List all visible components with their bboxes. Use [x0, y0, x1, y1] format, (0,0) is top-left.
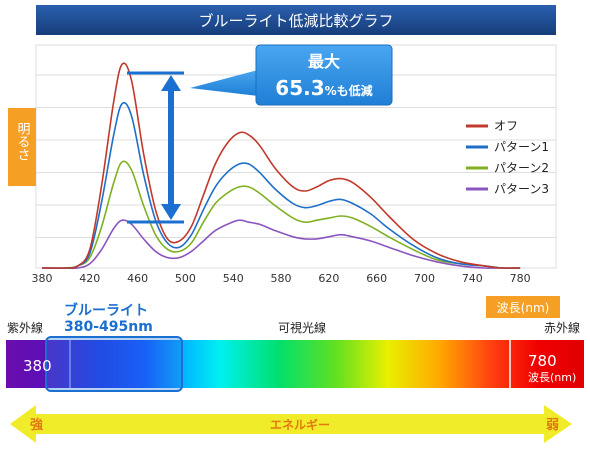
spectrum-band: 紫外線 可視光線 赤外線 ブルーライト 380-495nm 380 780 波長… [6, 302, 584, 392]
x-tick-label: 620 [318, 272, 339, 285]
band-right-unit: 波長(nm) [528, 371, 576, 384]
x-tick-label: 700 [414, 272, 435, 285]
callout-line1: 最大 [308, 52, 340, 71]
x-tick-label: 420 [79, 272, 100, 285]
x-tick-label: 460 [127, 272, 148, 285]
x-tick-label: 780 [510, 272, 531, 285]
energy-arrow: 強 エネルギー 弱 [10, 405, 572, 443]
title-bar [36, 5, 556, 35]
energy-strong: 強 [30, 417, 43, 433]
reduction-arrow [127, 71, 184, 224]
callout-unit: %も低減 [325, 83, 373, 98]
x-tick-label: 580 [271, 272, 292, 285]
band-left-value: 380 [23, 357, 52, 375]
x-tick-label: 380 [31, 272, 52, 285]
y-axis-label: 明るさ [15, 122, 30, 161]
callout: 最大 65.3%も低減 [190, 44, 393, 106]
series-line-パターン3 [42, 219, 521, 270]
ylabel-box [8, 108, 36, 186]
callout-value: 65.3 [275, 76, 324, 100]
x-tick-label: 540 [223, 272, 244, 285]
blue-light-range: 380-495nm [64, 319, 153, 335]
series-layer [41, 62, 521, 270]
x-tick-label: 740 [462, 272, 483, 285]
energy-weak: 弱 [546, 417, 559, 433]
blue-light-highlight [45, 336, 183, 392]
legend-label: パターン1 [494, 140, 549, 154]
legend-label: パターン3 [494, 182, 549, 196]
band-right-value: 780 [528, 352, 557, 370]
x-axis-label: 波長(nm) [497, 301, 550, 315]
visible-label: 可視光線 [278, 320, 326, 335]
energy-label: エネルギー [270, 417, 330, 432]
x-tick-label: 500 [175, 272, 196, 285]
series-line-オフ [41, 62, 521, 269]
legend-label: パターン2 [494, 161, 549, 175]
legend-label: オフ [494, 119, 518, 133]
x-tick-label: 660 [366, 272, 387, 285]
x-axis: 380 420 460 500 540 580 620 660 700 740 780 [31, 272, 530, 285]
uv-label: 紫外線 [7, 320, 43, 335]
spectrum-gradient-bar [6, 340, 584, 388]
chart-title: ブルーライト低減比較グラフ [198, 12, 393, 30]
callout-value-line: 65.3%も低減 [275, 76, 372, 100]
xlabel-box [486, 296, 560, 318]
series-line-パターン2 [41, 160, 521, 269]
ir-label: 赤外線 [544, 320, 580, 335]
series-line-パターン1 [41, 101, 521, 269]
blue-light-title: ブルーライト [64, 302, 148, 319]
